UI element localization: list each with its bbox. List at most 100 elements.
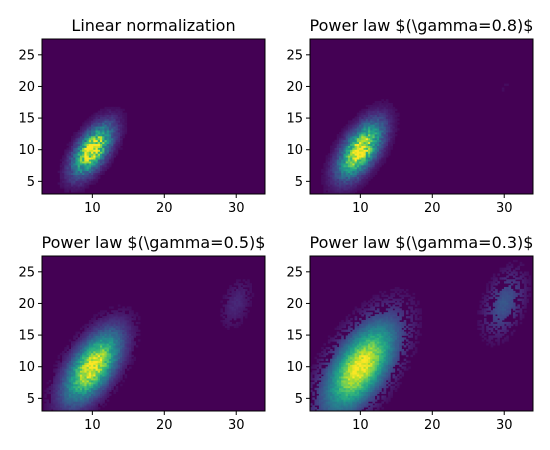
heatmap-cell — [79, 126, 83, 129]
heatmap-cell — [372, 337, 376, 340]
heatmap-cell — [66, 391, 70, 394]
heatmap-cell — [64, 356, 67, 360]
heatmap-cell — [374, 159, 378, 162]
heatmap-cell — [115, 350, 119, 354]
heatmap-cell — [350, 164, 353, 168]
heatmap-cell — [347, 387, 351, 391]
heatmap-cell — [321, 389, 324, 393]
heatmap-cell — [104, 163, 108, 166]
heatmap-cell — [108, 385, 112, 389]
heatmap-cell — [345, 393, 349, 396]
heatmap-cell — [99, 153, 103, 156]
heatmap-cell — [111, 318, 114, 321]
heatmap-cell — [385, 147, 389, 150]
heatmap-cell — [352, 141, 355, 145]
heatmap-cell — [75, 180, 79, 183]
heatmap-cell — [73, 378, 76, 381]
heatmap-cell — [97, 176, 101, 179]
heatmap-cell — [104, 341, 108, 344]
heatmap-cell — [321, 358, 324, 362]
heatmap-cell — [381, 372, 384, 375]
heatmap-cell — [334, 186, 338, 189]
heatmap-cell — [367, 112, 371, 115]
heatmap-cell — [64, 385, 67, 389]
heatmap-cell — [376, 337, 380, 340]
heatmap-cell — [363, 108, 367, 112]
heatmap-cell — [120, 141, 123, 145]
heatmap-cell — [343, 376, 347, 379]
heatmap-cell — [359, 118, 362, 121]
heatmap-cell — [376, 383, 380, 387]
heatmap-cell — [374, 366, 378, 369]
heatmap-cell — [347, 389, 351, 393]
heatmap-cell — [104, 135, 108, 139]
heatmap-cell — [365, 329, 369, 332]
heatmap-cell — [64, 151, 67, 154]
heatmap-cell — [359, 376, 362, 379]
heatmap-cell — [70, 166, 74, 170]
heatmap-cell — [88, 329, 92, 332]
heatmap-cell — [86, 327, 90, 331]
heatmap-cell — [99, 374, 103, 377]
heatmap-cell — [75, 364, 79, 367]
heatmap-cell — [84, 347, 87, 350]
heatmap-cell — [113, 155, 116, 158]
heatmap-cell — [53, 378, 56, 381]
heatmap-cell — [70, 182, 74, 185]
heatmap-cell — [310, 376, 313, 379]
heatmap-cell — [376, 376, 380, 379]
heatmap-cell — [68, 164, 72, 168]
heatmap-cell — [316, 360, 320, 363]
heatmap-cell — [367, 403, 371, 406]
heatmap-cell — [111, 335, 114, 338]
heatmap-cell — [376, 128, 380, 131]
heatmap-cell — [350, 133, 353, 137]
heatmap-cell — [352, 312, 355, 315]
heatmap-cell — [363, 149, 367, 152]
heatmap-cell — [385, 145, 389, 148]
heatmap-cell — [122, 364, 125, 367]
heatmap-cell — [97, 345, 101, 348]
heatmap-cell — [388, 128, 391, 131]
heatmap-cell — [62, 180, 65, 183]
heatmap-cell — [359, 380, 362, 383]
heatmap-cell — [376, 356, 380, 360]
heatmap-cell — [365, 405, 369, 408]
heatmap-cell — [374, 170, 378, 174]
heatmap-cell — [95, 391, 99, 394]
heatmap-cell — [75, 343, 79, 346]
heatmap-cell — [104, 403, 108, 406]
heatmap-cell — [120, 350, 123, 354]
heatmap-cell — [330, 389, 333, 393]
heatmap-cell — [379, 341, 382, 344]
heatmap-cell — [356, 325, 360, 329]
heatmap-cell — [338, 378, 342, 381]
heatmap-cell — [338, 141, 342, 145]
heatmap-cell — [224, 312, 228, 315]
heatmap-cell — [124, 132, 128, 135]
heatmap-cell — [91, 399, 94, 402]
heatmap-cell — [347, 341, 351, 344]
heatmap-cell — [321, 174, 324, 177]
heatmap-cell — [365, 347, 369, 350]
heatmap-cell — [383, 387, 387, 391]
heatmap-cell — [113, 137, 116, 141]
heatmap-cell — [374, 321, 378, 325]
heatmap-cell — [338, 327, 342, 331]
heatmap-cell — [343, 389, 347, 393]
heatmap-cell — [77, 133, 81, 137]
heatmap-cell — [321, 387, 324, 391]
heatmap-cell — [82, 370, 85, 373]
heatmap-cell — [361, 397, 364, 400]
heatmap-cell — [354, 306, 358, 309]
heatmap-cell — [321, 381, 324, 385]
heatmap-cell — [321, 393, 324, 396]
heatmap-cell — [361, 302, 364, 305]
heatmap-cell — [82, 124, 85, 127]
heatmap-cell — [59, 391, 63, 394]
heatmap-cell — [97, 141, 101, 145]
heatmap-cell — [84, 399, 87, 402]
heatmap-cell — [75, 151, 79, 154]
heatmap-cell — [325, 385, 329, 389]
heatmap-cell — [115, 364, 119, 367]
